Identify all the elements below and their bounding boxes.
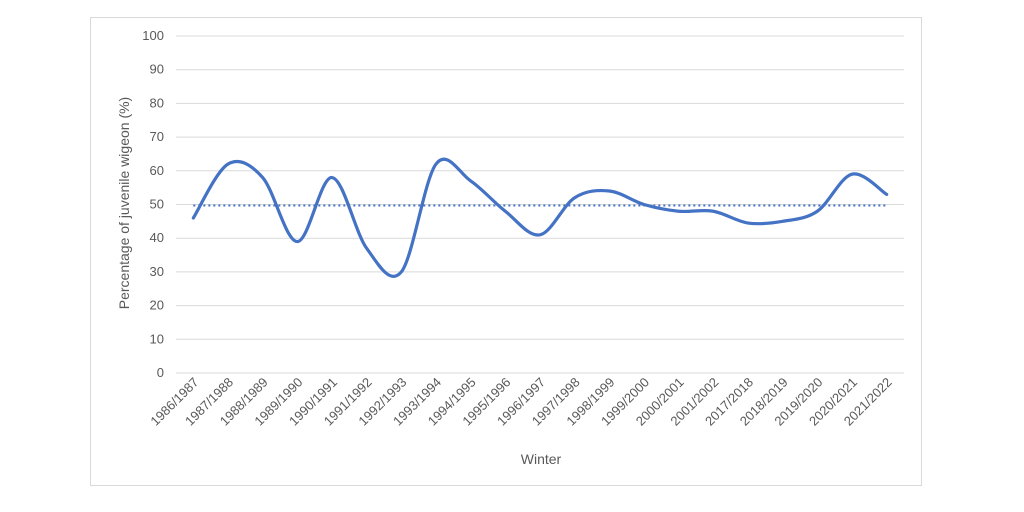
y-tick-label: 0 [157,365,164,380]
y-tick-label: 10 [150,331,164,346]
series-layer [191,157,889,278]
x-axis-ticks: 1986/19871987/19881988/19891989/19901990… [147,375,894,429]
y-tick-label: 20 [150,298,164,313]
gridlines [176,35,904,374]
y-axis-title: Percentage of juvenile wigeon (%) [116,97,132,309]
y-axis-ticks: 0 10 20 30 40 50 60 70 80 90 100 [142,28,164,380]
y-tick-label: 100 [142,28,164,43]
y-tick-label: 40 [150,230,164,245]
chart-area: 0 10 20 30 40 50 60 70 80 90 100 1986/1987 1987/198… [90,17,922,486]
y-tick-label: 70 [150,129,164,144]
series-line-juvenile-percentage [191,157,889,278]
y-tick-label: 90 [150,62,164,77]
y-tick-label: 60 [150,163,164,178]
y-tick-label: 50 [150,197,164,212]
x-axis-title: Winter [521,451,562,467]
line-chart: 0 10 20 30 40 50 60 70 80 90 100 1986/19871987/198… [116,28,904,467]
y-tick-label: 30 [150,264,164,279]
y-tick-label: 80 [150,95,164,110]
